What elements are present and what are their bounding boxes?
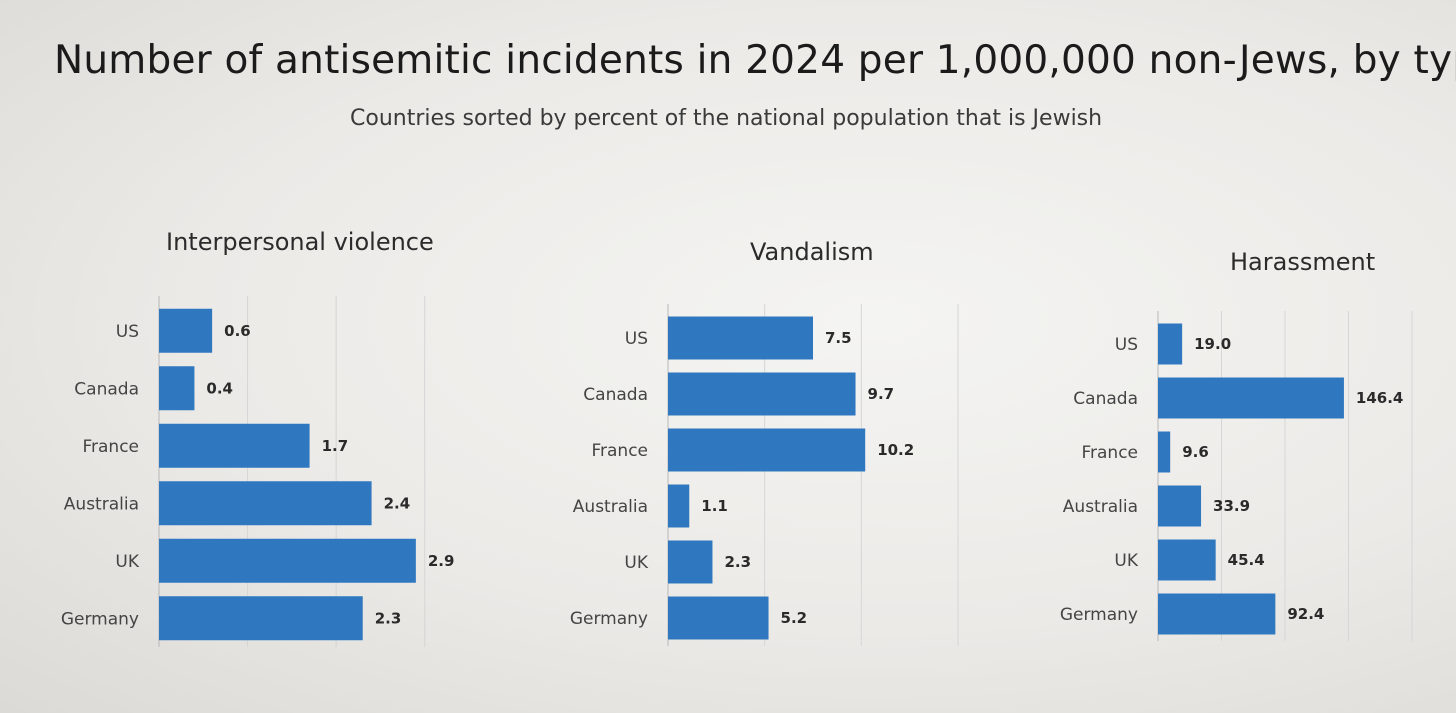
bar-france [159, 423, 310, 468]
bar-germany [668, 596, 769, 640]
value-label: 1.7 [322, 437, 349, 455]
value-label: 2.9 [428, 552, 455, 570]
value-label: 19.0 [1194, 335, 1231, 353]
category-label: Canada [1073, 389, 1138, 409]
value-label: 2.4 [384, 494, 411, 512]
value-label: 7.5 [825, 329, 852, 347]
bar-australia [1158, 485, 1202, 527]
value-label: 2.3 [375, 609, 402, 627]
category-label: France [1081, 443, 1138, 463]
value-label: 146.4 [1356, 389, 1403, 407]
category-label: UK [624, 553, 648, 573]
value-label: 2.3 [724, 553, 751, 571]
chart-vandalism: Vandalism US 7.5 Canada 9.7 France 10.2 Austra… [470, 220, 960, 680]
bar-us [159, 308, 213, 353]
value-label: 1.1 [701, 497, 728, 515]
bar-us [668, 316, 813, 360]
bar-germany [1158, 593, 1276, 635]
bar-australia [668, 484, 690, 528]
value-label: 33.9 [1213, 497, 1250, 515]
bar-us [1158, 323, 1183, 365]
chart-title: Harassment [1230, 248, 1376, 276]
value-label: 45.4 [1228, 551, 1265, 569]
chart-plot: US 19.0 Canada 146.4 France 9.6 Australia 33.9 U… [1060, 311, 1413, 641]
category-label: Australia [64, 494, 139, 514]
bar-canada [1158, 377, 1344, 419]
bar-france [1158, 431, 1171, 473]
chart-interpersonal-violence: Interpersonal violence US 0.6 Canada 0.4 Fra… [0, 220, 470, 680]
bar-france [668, 428, 866, 472]
value-label: 10.2 [877, 441, 914, 459]
value-label: 9.6 [1182, 443, 1209, 461]
page-subtitle: Countries sorted by percent of the natio… [350, 106, 1103, 131]
category-label: Canada [583, 385, 648, 405]
category-label: Germany [61, 609, 139, 629]
value-label: 9.7 [868, 385, 895, 403]
chart-plot: US 7.5 Canada 9.7 France 10.2 Australia 1.1 UK 2.… [570, 304, 959, 646]
value-label: 0.4 [206, 379, 233, 397]
category-label: Germany [570, 609, 648, 629]
bar-canada [159, 366, 195, 411]
category-label: UK [1114, 551, 1138, 571]
chart-title: Interpersonal violence [166, 228, 434, 256]
category-label: Australia [1063, 497, 1138, 517]
chart-title: Vandalism [750, 238, 874, 266]
bar-australia [159, 481, 372, 526]
category-label: US [116, 322, 139, 342]
bar-canada [668, 372, 856, 416]
category-label: Germany [1060, 605, 1138, 625]
category-label: France [591, 441, 648, 461]
chart-harassment: Harassment US 19.0 Canada 146.4 France 9.6 Aus… [960, 220, 1456, 680]
bar-uk [159, 538, 416, 583]
value-label: 92.4 [1287, 605, 1324, 623]
category-label: US [1115, 335, 1138, 355]
category-label: Australia [573, 497, 648, 517]
category-label: Canada [74, 379, 139, 399]
bar-uk [668, 540, 713, 584]
page-title: Number of antisemitic incidents in 2024 … [54, 38, 1456, 83]
bar-germany [159, 596, 363, 641]
category-label: UK [115, 552, 139, 572]
value-label: 5.2 [781, 609, 808, 627]
value-label: 0.6 [224, 322, 251, 340]
category-label: US [625, 329, 648, 349]
bar-uk [1158, 539, 1216, 581]
category-label: France [82, 437, 139, 457]
chart-plot: US 0.6 Canada 0.4 France 1.7 Australia 2.4 UK 2.9… [61, 296, 455, 647]
